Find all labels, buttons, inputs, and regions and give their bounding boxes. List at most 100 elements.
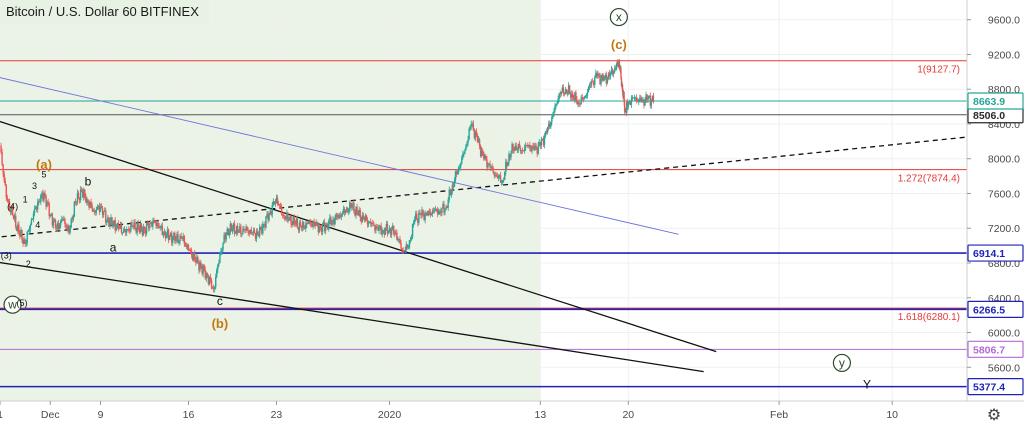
gear-icon[interactable]: ⚙	[986, 405, 1002, 424]
candle-body	[130, 222, 132, 231]
candle-body	[78, 198, 81, 201]
candle-body	[588, 84, 591, 88]
candle-body	[627, 102, 629, 107]
candle-body	[92, 209, 94, 212]
candle-body	[362, 215, 365, 218]
candle-body	[411, 223, 414, 238]
candle-body	[25, 242, 27, 244]
candle-body	[149, 223, 151, 229]
candle-body	[635, 97, 638, 101]
candle-body	[528, 145, 530, 146]
candle-body	[207, 276, 210, 284]
wave-label: (c)	[611, 37, 627, 52]
candle-body	[532, 145, 534, 147]
candle-body	[275, 197, 278, 202]
candle-body	[613, 68, 616, 72]
x-tick-label: 20	[622, 409, 634, 421]
candle-body	[155, 222, 157, 226]
candle-body	[651, 95, 654, 102]
candle-body	[24, 239, 26, 244]
candle-body	[611, 69, 614, 74]
candle-body	[468, 129, 470, 140]
candle-body	[211, 287, 214, 289]
price-tag-label: 6266.5	[973, 304, 1005, 316]
wave-label: 5	[41, 169, 46, 179]
candle-body	[112, 223, 114, 227]
candle-body	[224, 235, 226, 240]
candle-body	[88, 202, 90, 208]
candle-body	[633, 97, 636, 99]
candle-body	[466, 142, 468, 146]
wave-label: b	[85, 174, 92, 188]
candle-body	[441, 208, 443, 214]
candle-body	[212, 288, 215, 290]
candle-body	[305, 224, 307, 230]
candle-body	[419, 212, 421, 214]
candle-body	[230, 223, 233, 232]
candle-body	[483, 152, 485, 159]
candle-body	[97, 205, 100, 207]
candle-body	[403, 250, 405, 252]
candle-body	[488, 164, 490, 165]
candle-body	[567, 85, 570, 93]
candle-body	[220, 251, 222, 255]
candle-body	[271, 204, 273, 215]
candle-body	[429, 212, 432, 216]
candle-body	[11, 206, 14, 216]
candle-body	[358, 209, 360, 216]
candle-body	[355, 207, 357, 216]
candle-body	[56, 223, 59, 229]
candle-body	[83, 189, 85, 198]
candle-body	[585, 95, 588, 97]
candle-body	[153, 220, 155, 222]
candle-body	[243, 228, 245, 230]
candle-body	[166, 229, 169, 235]
candle-body	[562, 87, 565, 94]
candle-body	[21, 230, 23, 240]
candle-body	[200, 262, 202, 268]
candle-body	[479, 145, 482, 156]
x-tick-label: 10	[886, 409, 898, 421]
candle-body	[198, 262, 200, 271]
candle-body	[194, 253, 196, 259]
candle-body	[53, 220, 56, 222]
fib-level-label: 1.272(7874.4)	[898, 174, 960, 185]
candle-body	[293, 216, 295, 224]
candle-body	[383, 229, 386, 235]
candle-body	[485, 155, 487, 160]
candle-body	[349, 202, 351, 212]
candle-body	[354, 211, 356, 216]
candle-body	[228, 232, 231, 236]
candle-body	[105, 210, 107, 223]
candle-body	[255, 231, 258, 239]
time-axis	[0, 401, 967, 427]
price-tag-label: 5377.4	[973, 382, 1005, 394]
candle-body	[138, 228, 140, 233]
candle-body	[182, 236, 184, 239]
candle-body	[315, 222, 317, 226]
candle-body	[586, 92, 589, 96]
candle-body	[249, 229, 251, 234]
candle-body	[359, 209, 361, 218]
candle-body	[107, 217, 109, 220]
candle-body	[74, 201, 77, 203]
candle-body	[241, 234, 243, 235]
candle-body	[314, 223, 316, 226]
candle-body	[16, 226, 18, 231]
candle-body	[30, 219, 33, 225]
candle-body	[621, 84, 624, 92]
candle-body	[521, 150, 524, 151]
candle-body	[317, 224, 320, 233]
candle-body	[54, 220, 57, 228]
x-tick-label: Dec	[41, 409, 60, 421]
candle-body	[206, 273, 209, 277]
candle-body	[563, 93, 566, 94]
wave-label: (3)	[1, 250, 12, 260]
candle-body	[489, 164, 491, 168]
candle-body	[124, 229, 127, 233]
candle-body	[524, 144, 527, 148]
candle-body	[188, 249, 191, 251]
candle-body	[139, 223, 142, 233]
